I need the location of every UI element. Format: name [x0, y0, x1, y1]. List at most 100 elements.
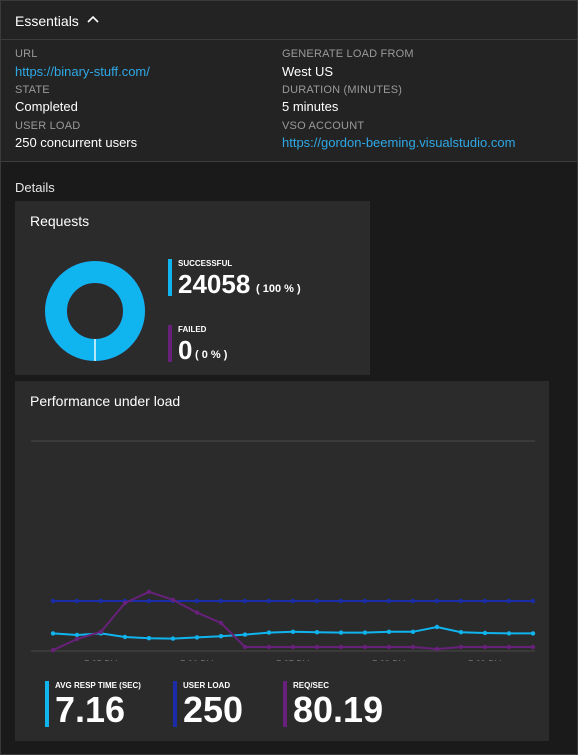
- series-point-2: [290, 644, 296, 650]
- series-point-1: [74, 598, 80, 604]
- series-point-0: [218, 634, 224, 639]
- series-point-1: [458, 598, 464, 604]
- series-point-1: [410, 598, 416, 604]
- failed-label: FAILED: [178, 325, 207, 334]
- state-value: Completed: [15, 99, 78, 114]
- user-load-stat-value: 250: [183, 689, 244, 730]
- series-point-0: [74, 632, 80, 638]
- req-sec-stat: REQ/SEC 80.19: [283, 681, 403, 731]
- performance-line-chart: 7:35 PM 7:36 PM 7:37 PM 7:38 PM 7:39 PM: [31, 440, 536, 661]
- series-point-0: [194, 635, 200, 640]
- user-load-value: 250 concurrent users: [15, 135, 138, 150]
- series-point-2: [458, 644, 464, 650]
- series-point-2: [194, 610, 200, 615]
- avg-resp-time-stat: AVG RESP TIME (SEC) 7.16: [45, 681, 175, 731]
- details-heading: Details: [15, 180, 55, 195]
- generate-load-value: West US: [282, 64, 334, 79]
- failed-percent: ( 0 % ): [195, 349, 228, 361]
- avg-resp-label: AVG RESP TIME (SEC): [55, 681, 141, 690]
- chevron-up-icon[interactable]: [86, 12, 100, 26]
- user-load-label: USER LOAD: [15, 120, 81, 132]
- avg-resp-value: 7.16: [55, 689, 126, 730]
- requests-donut-chart: [45, 261, 145, 361]
- user-load-stat: USER LOAD 250: [173, 681, 273, 731]
- series-point-1: [338, 598, 344, 604]
- essentials-header[interactable]: Essentials: [1, 1, 577, 40]
- series-point-1: [266, 598, 272, 604]
- series-point-1: [50, 598, 56, 604]
- successful-stat: SUCCESSFUL 24058 ( 100 % ): [168, 259, 358, 299]
- series-point-2: [386, 644, 392, 650]
- series-point-2: [74, 636, 80, 642]
- series-point-1: [290, 598, 296, 604]
- series-point-2: [242, 644, 248, 650]
- failed-stat: FAILED 0 ( 0 % ): [168, 325, 358, 365]
- series-point-0: [266, 630, 272, 635]
- performance-tile[interactable]: Performance under load 7:35 PM 7:36 PM 7:3…: [15, 381, 549, 741]
- requests-tile[interactable]: Requests SUCCESSFUL 24058 ( 100 % ) FAIL…: [15, 201, 370, 375]
- series-point-0: [170, 636, 176, 641]
- url-label: URL: [15, 48, 38, 60]
- series-point-2: [506, 644, 512, 650]
- series-point-2: [314, 644, 320, 650]
- state-label: STATE: [15, 84, 50, 96]
- x-tick-label: 7:35 PM: [84, 659, 118, 661]
- series-point-0: [122, 634, 128, 640]
- series-point-2: [434, 646, 440, 652]
- series-point-0: [410, 629, 416, 634]
- series-point-1: [530, 598, 536, 604]
- series-point-2: [530, 644, 536, 650]
- series-point-0: [386, 629, 392, 634]
- series-point-0: [530, 631, 536, 636]
- duration-value: 5 minutes: [282, 99, 339, 114]
- series-point-1: [98, 598, 104, 604]
- essentials-title: Essentials: [15, 13, 79, 29]
- series-point-0: [314, 630, 320, 635]
- req-sec-label: REQ/SEC: [293, 681, 330, 690]
- series-point-1: [242, 598, 248, 604]
- duration-label: DURATION (MINUTES): [282, 84, 403, 96]
- donut-success-arc: [45, 261, 145, 361]
- series-point-0: [338, 630, 344, 635]
- series-point-1: [362, 598, 368, 604]
- series-point-0: [458, 630, 464, 635]
- series-point-2: [170, 597, 176, 602]
- series-point-2: [266, 644, 272, 650]
- successful-value: 24058: [178, 269, 251, 299]
- req-sec-color-bar: [283, 681, 287, 727]
- essentials-body: URL https://binary-stuff.com/ STATE Comp…: [1, 40, 577, 162]
- series-point-0: [434, 624, 440, 630]
- failed-value: 0: [178, 335, 193, 365]
- series-point-1: [194, 598, 200, 604]
- series-point-1: [482, 598, 488, 604]
- series-point-2: [122, 600, 128, 606]
- x-tick-label: 7:39 PM: [468, 659, 502, 661]
- series-point-2: [362, 644, 368, 650]
- series-point-0: [50, 631, 56, 636]
- avg-resp-color-bar: [45, 681, 49, 727]
- series-point-1: [146, 598, 152, 604]
- series-point-0: [506, 631, 512, 636]
- performance-title: Performance under load: [30, 393, 181, 409]
- requests-title: Requests: [30, 213, 90, 229]
- successful-label: SUCCESSFUL: [178, 259, 233, 268]
- x-tick-label: 7:36 PM: [180, 659, 214, 661]
- url-link[interactable]: https://binary-stuff.com/: [15, 64, 150, 79]
- series-point-2: [50, 648, 56, 653]
- series-point-0: [242, 632, 248, 637]
- series-point-0: [290, 629, 296, 634]
- x-tick-label: 7:38 PM: [372, 659, 406, 661]
- successful-color-bar: [168, 259, 172, 296]
- vso-account-link[interactable]: https://gordon-beeming.visualstudio.com: [282, 135, 516, 150]
- series-point-1: [506, 598, 512, 604]
- series-point-2: [410, 644, 416, 650]
- series-point-1: [386, 598, 392, 604]
- series-point-0: [146, 636, 152, 641]
- user-load-stat-label: USER LOAD: [183, 681, 231, 690]
- failed-color-bar: [168, 325, 172, 362]
- series-point-2: [146, 589, 152, 594]
- successful-percent: ( 100 % ): [256, 283, 301, 295]
- generate-load-label: GENERATE LOAD FROM: [282, 48, 414, 60]
- vso-account-label: VSO ACCOUNT: [282, 120, 365, 132]
